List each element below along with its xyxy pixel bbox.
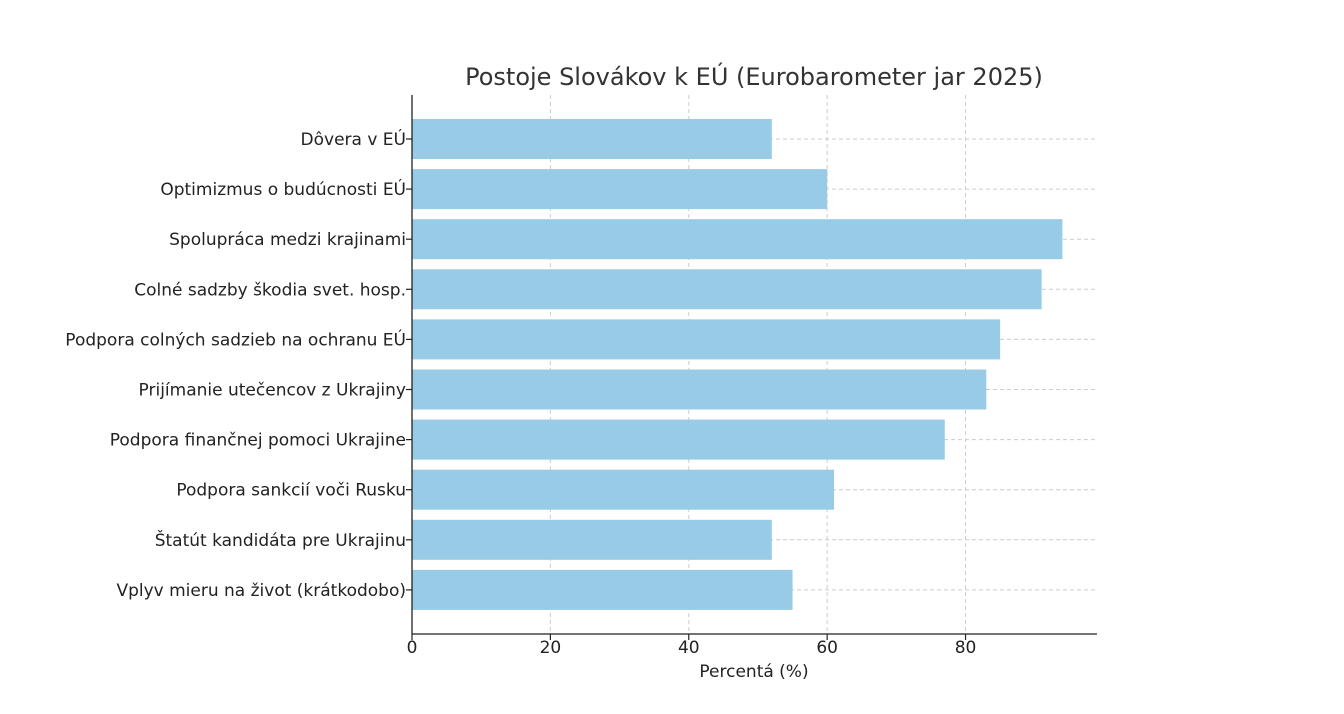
x-tick-label: 40 bbox=[678, 638, 700, 658]
category-label: Spolupráca medzi krajinami bbox=[169, 230, 406, 250]
category-label: Podpora colných sadzieb na ochranu EÚ bbox=[65, 328, 406, 350]
bar bbox=[412, 319, 1001, 360]
category-label: Dôvera v EÚ bbox=[301, 128, 406, 150]
x-tick-label: 0 bbox=[407, 638, 418, 658]
bar bbox=[412, 219, 1063, 260]
bar bbox=[412, 469, 835, 510]
category-label: Prijímanie utečencov z Ukrajiny bbox=[139, 381, 406, 401]
bars-layer bbox=[412, 119, 1063, 610]
bar bbox=[412, 119, 772, 159]
category-label: Podpora sankcií voči Rusku bbox=[176, 481, 406, 501]
bar bbox=[412, 369, 987, 410]
x-tick-label: 20 bbox=[540, 638, 562, 658]
bar bbox=[412, 569, 793, 610]
category-label: Colné sadzby škodia svet. hosp. bbox=[134, 280, 406, 300]
x-tick-label: 80 bbox=[955, 638, 977, 658]
x-axis-label: Percentá (%) bbox=[699, 662, 808, 682]
x-tick-labels: 0 20 40 60 80 bbox=[407, 638, 977, 658]
bar bbox=[412, 169, 828, 210]
category-label: Optimizmus o budúcnosti EÚ bbox=[160, 178, 406, 200]
category-labels: Dôvera v EÚ Optimizmus o budúcnosti EÚ Spo… bbox=[65, 128, 406, 601]
chart-title: Postoje Slovákov k EÚ (Eurobarometer jar… bbox=[465, 61, 1043, 91]
x-tick-label: 60 bbox=[816, 638, 838, 658]
bar bbox=[412, 419, 945, 460]
bar bbox=[412, 269, 1042, 310]
bar bbox=[412, 519, 772, 560]
category-label: Štatút kandidáta pre Ukrajinu bbox=[155, 529, 406, 551]
category-label: Podpora finančnej pomoci Ukrajine bbox=[110, 431, 406, 451]
category-label: Vplyv mieru na život (krátkodobo) bbox=[116, 581, 406, 601]
